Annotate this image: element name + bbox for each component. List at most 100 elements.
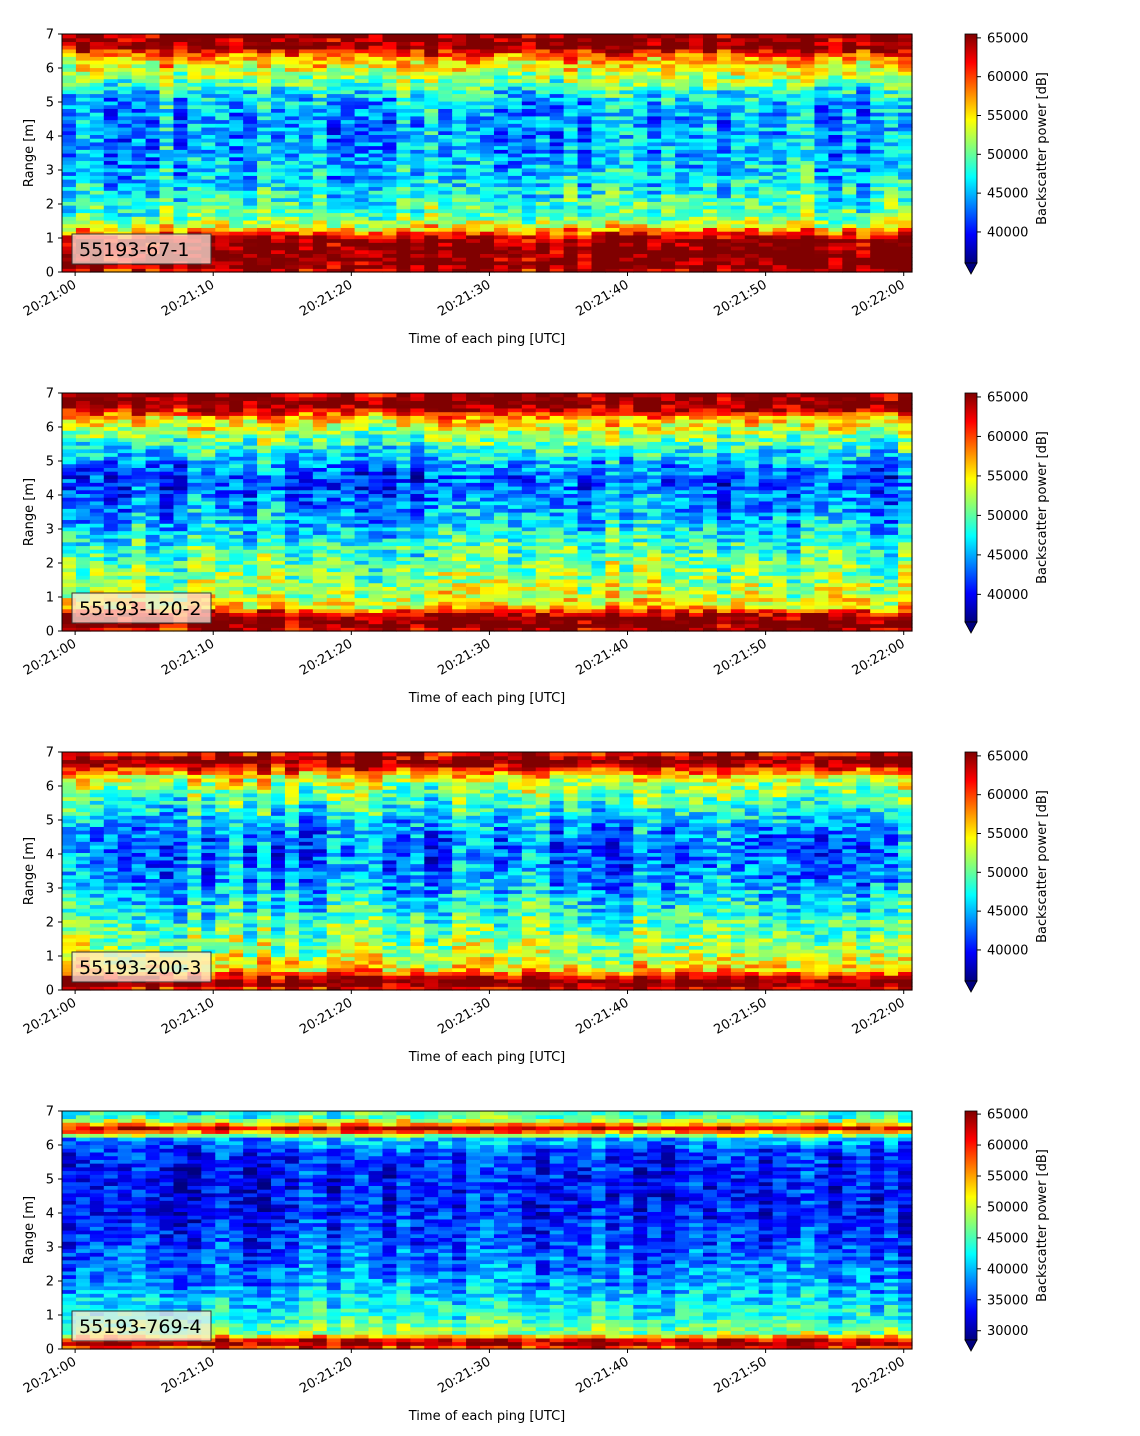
heatmap-cell [438, 78, 453, 83]
heatmap-cell [187, 167, 202, 173]
heatmap-cell [215, 459, 230, 465]
heatmap-cell [730, 104, 746, 109]
heatmap-cell [549, 123, 565, 128]
heatmap-cell [312, 201, 328, 206]
heatmap-cell [452, 208, 467, 214]
heatmap-cell [633, 175, 648, 180]
heatmap-cell [298, 260, 314, 266]
heatmap-cell [201, 201, 216, 206]
heatmap-cell [647, 126, 662, 132]
heatmap-cell [75, 393, 91, 398]
heatmap-cell [243, 67, 258, 72]
heatmap-cell [675, 108, 690, 113]
heatmap-cell [675, 205, 690, 210]
heatmap-cell [786, 104, 802, 109]
heatmap-cell [786, 212, 802, 217]
heatmap-cell [271, 415, 286, 420]
heatmap-cell [298, 134, 314, 139]
heatmap-cell [354, 249, 370, 255]
heatmap-cell [563, 100, 579, 106]
heatmap-cell [75, 504, 91, 509]
heatmap-cell [382, 115, 398, 121]
heatmap-cell [410, 197, 425, 202]
heatmap-cell [814, 193, 829, 199]
heatmap-cell [271, 448, 286, 454]
heatmap-cell [284, 78, 300, 83]
heatmap-cell [563, 227, 579, 232]
heatmap-cell [633, 134, 648, 139]
heatmap-cell [159, 463, 175, 468]
heatmap-cell [298, 34, 314, 39]
heatmap-cell [201, 485, 216, 491]
heatmap-cell [131, 223, 147, 228]
heatmap-cell [326, 182, 342, 188]
heatmap-cell [201, 564, 216, 569]
heatmap-cell [229, 619, 244, 625]
heatmap-cell [898, 227, 913, 232]
heatmap-cell [438, 82, 453, 87]
heatmap-cell [424, 108, 439, 113]
heatmap-cell [131, 231, 147, 236]
heatmap-cell [633, 219, 648, 225]
heatmap-cell [103, 219, 119, 225]
heatmap-cell [103, 193, 119, 199]
heatmap-cell [103, 623, 119, 628]
heatmap-cell [257, 138, 272, 143]
heatmap-cell [229, 208, 244, 214]
heatmap-cell [702, 97, 718, 102]
heatmap-cell [605, 115, 620, 121]
heatmap-cell [647, 41, 662, 46]
heatmap-cell [187, 523, 202, 528]
heatmap-cell [716, 186, 732, 191]
heatmap-cell [215, 219, 230, 225]
heatmap-cell [800, 67, 816, 72]
heatmap-cell [89, 459, 105, 465]
heatmap-cell [633, 231, 648, 236]
heatmap-cell [243, 560, 258, 565]
heatmap-cell [549, 78, 565, 83]
heatmap-cell [577, 93, 593, 98]
heatmap-cell [898, 167, 913, 173]
heatmap-cell [493, 63, 509, 69]
heatmap-cell [368, 48, 384, 54]
heatmap-cell [187, 71, 202, 76]
heatmap-cell [229, 552, 244, 558]
heatmap-cell [480, 260, 495, 266]
heatmap-cell [884, 153, 899, 158]
heatmap-cell [758, 63, 774, 69]
heatmap-cell [187, 130, 202, 136]
heatmap-cell [633, 193, 648, 199]
heatmap-cell [89, 175, 105, 180]
heatmap-cell [661, 182, 676, 188]
heatmap-cell [201, 575, 216, 580]
heatmap-cell [633, 149, 648, 154]
heatmap-cell [480, 264, 495, 269]
heatmap-cell [229, 231, 244, 236]
heatmap-cell [271, 48, 286, 54]
heatmap-cell [716, 216, 732, 221]
heatmap-cell [187, 400, 202, 405]
heatmap-cell [89, 145, 105, 150]
heatmap-cell [271, 93, 286, 98]
heatmap-cell [870, 52, 885, 57]
heatmap-cell [563, 231, 579, 236]
heatmap-cell [229, 437, 244, 442]
heatmap-cell [716, 123, 732, 128]
heatmap-cell [438, 71, 453, 76]
heatmap-cell [507, 82, 523, 87]
heatmap-cell [689, 141, 704, 147]
heatmap-cell [619, 67, 634, 72]
heatmap-cell [424, 227, 439, 232]
heatmap-cell [689, 63, 704, 69]
heatmap-cell [424, 175, 439, 180]
heatmap-cell [271, 238, 286, 243]
heatmap-cell [675, 34, 690, 39]
heatmap-cell [271, 264, 286, 269]
heatmap-cell [271, 552, 286, 558]
heatmap-cell [480, 164, 495, 169]
heatmap-cell [257, 474, 272, 480]
heatmap-cell [229, 119, 244, 124]
heatmap-cell [772, 205, 788, 210]
heatmap-cell [103, 201, 119, 206]
heatmap-cell [814, 201, 829, 206]
